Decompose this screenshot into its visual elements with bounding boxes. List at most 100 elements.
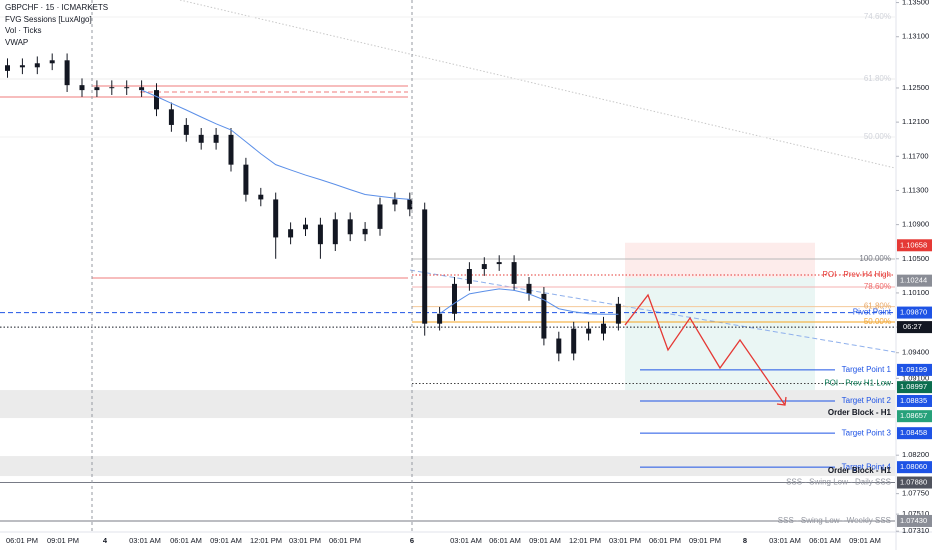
countdown-label: 06:27 bbox=[903, 322, 922, 331]
candle-body bbox=[452, 283, 457, 314]
price-tag bbox=[897, 306, 932, 319]
y-tick-label: 1.07310 bbox=[902, 526, 929, 535]
price-tag bbox=[897, 476, 932, 489]
candle-body bbox=[49, 60, 55, 64]
candle-body bbox=[481, 264, 487, 270]
zone bbox=[0, 390, 895, 419]
price-tag-label: 1.10244 bbox=[900, 276, 927, 285]
candle-body bbox=[496, 262, 502, 265]
price-tag-label: 1.09870 bbox=[900, 308, 927, 317]
level-label: POI - Prev H4 High bbox=[823, 270, 891, 279]
y-tick-label: 1.09100 bbox=[902, 373, 929, 382]
candle-body bbox=[213, 134, 219, 143]
countdown-tag bbox=[897, 321, 932, 334]
level-label: 78.60% bbox=[864, 282, 891, 291]
price-tag-label: 1.08458 bbox=[900, 428, 927, 437]
y-tick-label: 1.10900 bbox=[902, 220, 929, 229]
x-tick-label: 12:01 PM bbox=[569, 536, 601, 545]
candle-body bbox=[556, 338, 562, 354]
y-tick-label: 1.07750 bbox=[902, 489, 929, 498]
y-tick-label: 1.13500 bbox=[902, 0, 929, 7]
price-tag bbox=[897, 274, 932, 287]
x-tick-label: 06:01 AM bbox=[809, 536, 841, 545]
y-tick-label: 1.10500 bbox=[902, 254, 929, 263]
candle-body bbox=[5, 65, 10, 71]
x-tick-label: 03:01 AM bbox=[129, 536, 161, 545]
candle-body bbox=[466, 269, 472, 284]
candle-body bbox=[258, 194, 264, 200]
level-label: SSS - Swing Low - Weekly SSS bbox=[778, 516, 891, 525]
symbol-title: GBPCHF · 15 · ICMARKETS bbox=[5, 3, 108, 12]
y-tick-label: 1.13100 bbox=[902, 32, 929, 41]
price-tag bbox=[897, 394, 932, 407]
candle-body bbox=[347, 219, 353, 235]
price-tag-label: 1.07880 bbox=[900, 478, 927, 487]
candle-body bbox=[586, 328, 592, 334]
x-tick-label: 09:01 AM bbox=[529, 536, 561, 545]
candle-body bbox=[19, 65, 25, 68]
y-tick-label: 1.11700 bbox=[902, 151, 929, 160]
candle-body bbox=[79, 85, 85, 91]
level-label: 50.00% bbox=[864, 317, 891, 326]
x-tick-label: 09:01 AM bbox=[849, 536, 881, 545]
indicator-label: FVG Sessions [LuxAlgo] bbox=[5, 15, 92, 24]
candle-body bbox=[94, 87, 100, 91]
level-label: 74.60% bbox=[864, 12, 891, 21]
candle-body bbox=[243, 164, 249, 195]
candle-body bbox=[392, 199, 398, 205]
y-tick-label: 1.12500 bbox=[902, 83, 929, 92]
candle-body bbox=[571, 328, 577, 354]
x-tick-label: 12:01 PM bbox=[250, 536, 282, 545]
candle-body bbox=[377, 204, 383, 229]
level-label: Target Point 3 bbox=[842, 428, 892, 437]
price-tag bbox=[897, 461, 932, 474]
y-tick-label: 1.08200 bbox=[902, 450, 929, 459]
level-label: POI - Prev H1 Low bbox=[824, 379, 891, 388]
y-tick-label: 1.11300 bbox=[902, 185, 929, 194]
candle-body bbox=[109, 87, 115, 89]
indicator-label: Vol · Ticks bbox=[5, 26, 41, 35]
candle-body bbox=[303, 224, 308, 230]
vwap-line bbox=[141, 89, 619, 315]
projection-arrowhead bbox=[776, 396, 787, 406]
x-tick-label: 06:01 PM bbox=[649, 536, 681, 545]
x-tick-label: 06:01 AM bbox=[170, 536, 202, 545]
candle-body bbox=[615, 303, 621, 324]
candle-body bbox=[437, 313, 443, 324]
candle-body bbox=[139, 87, 145, 91]
level-label: 100.00% bbox=[859, 254, 891, 263]
x-tick-label: 4 bbox=[103, 536, 108, 545]
candle-body bbox=[526, 283, 532, 294]
plot-area: 74.60% 61.80% 50.00% 100.00% POI - Prev H4 H… bbox=[0, 0, 896, 525]
level-label: 61.80% bbox=[864, 74, 891, 83]
y-tick-label: 1.10100 bbox=[902, 288, 929, 297]
price-tag-label: 1.07430 bbox=[900, 516, 927, 525]
price-tag bbox=[897, 363, 932, 376]
x-tick-label: 03:01 PM bbox=[289, 536, 321, 545]
candle-body bbox=[541, 293, 547, 339]
level-label: Target Point 1 bbox=[842, 365, 892, 374]
x-tick-label: 06:01 PM bbox=[6, 536, 38, 545]
candle-body bbox=[511, 262, 517, 284]
candle-body bbox=[422, 209, 428, 324]
zone-label: Order Block - H1 bbox=[828, 408, 892, 417]
price-tag-label: 1.09199 bbox=[900, 365, 927, 374]
candle-body bbox=[64, 60, 70, 86]
x-tick-label: 09:01 PM bbox=[47, 536, 79, 545]
x-tick-label: 03:01 AM bbox=[769, 536, 801, 545]
price-tag-label: 1.08997 bbox=[900, 382, 927, 391]
indicator-label: VWAP bbox=[5, 38, 28, 47]
zone bbox=[625, 242, 815, 278]
candle-body bbox=[198, 134, 204, 143]
price-tag-label: 1.08835 bbox=[900, 396, 927, 405]
price-tag bbox=[897, 514, 932, 527]
level-label: 61.80% bbox=[864, 302, 891, 311]
trendline bbox=[409, 269, 896, 353]
candle-body bbox=[288, 229, 294, 238]
level-label: SSS - Swing Low - Daily SSS bbox=[786, 478, 891, 487]
candle-body bbox=[273, 199, 279, 238]
x-tick-label: 06:01 AM bbox=[489, 536, 521, 545]
zone-label: Order Block - H1 bbox=[828, 466, 892, 475]
candle-body bbox=[407, 199, 413, 210]
